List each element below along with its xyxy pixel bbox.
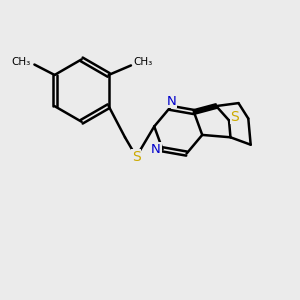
Text: S: S bbox=[230, 110, 239, 124]
Text: N: N bbox=[151, 143, 161, 156]
Text: N: N bbox=[167, 95, 176, 108]
Text: CH₃: CH₃ bbox=[12, 57, 31, 67]
Text: CH₃: CH₃ bbox=[133, 58, 153, 68]
Text: S: S bbox=[132, 150, 141, 164]
